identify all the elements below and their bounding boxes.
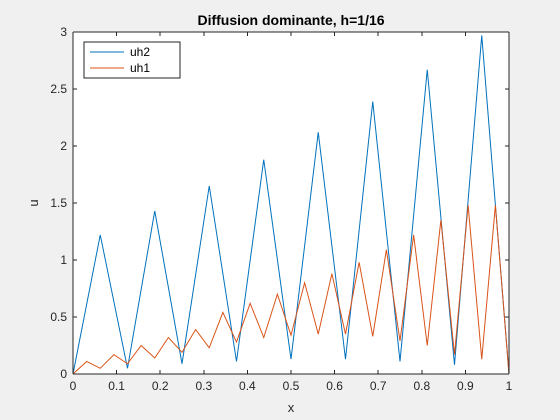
plot-area [73,32,509,374]
ticks-layer: 0 0.1 0.2 0.3 0.4 0.5 0.6 0.7 0.8 0.9 1 0 0.5 1 1.5 2 2.… [50,25,512,393]
x-tick-label: 0.1 [108,379,125,393]
y-tick-label: 2.5 [50,82,67,96]
y-tick-label: 0.5 [50,310,67,324]
x-axis-label: x [288,400,295,415]
y-tick-label: 2 [60,139,67,153]
x-tick-label: 1 [506,379,513,393]
x-tick-label: 0.9 [457,379,474,393]
y-tick-label: 3 [60,25,67,39]
y-tick-label: 0 [60,367,67,381]
legend-label-uh2: uh2 [130,45,150,59]
legend: uh2 uh1 [83,41,181,79]
y-tick-label: 1 [60,253,67,267]
x-tick-label: 0.6 [326,379,343,393]
x-tick-label: 0 [70,379,77,393]
x-tick-label: 0.5 [283,379,300,393]
y-tick-label: 1.5 [50,196,67,210]
legend-box [83,41,181,79]
legend-label-uh1: uh1 [130,61,150,75]
x-tick-label: 0.7 [370,379,387,393]
chart-title: Diffusion dominante, h=1/16 [197,12,384,28]
series-line-uh1 [72,205,510,375]
x-tick-label: 0.8 [413,379,430,393]
y-axis-label: u [26,199,41,206]
series-line-uh2 [72,35,510,375]
x-tick-label: 0.4 [239,379,256,393]
x-tick-label: 0.2 [152,379,169,393]
series-layer [72,35,510,375]
x-tick-label: 0.3 [195,379,212,393]
